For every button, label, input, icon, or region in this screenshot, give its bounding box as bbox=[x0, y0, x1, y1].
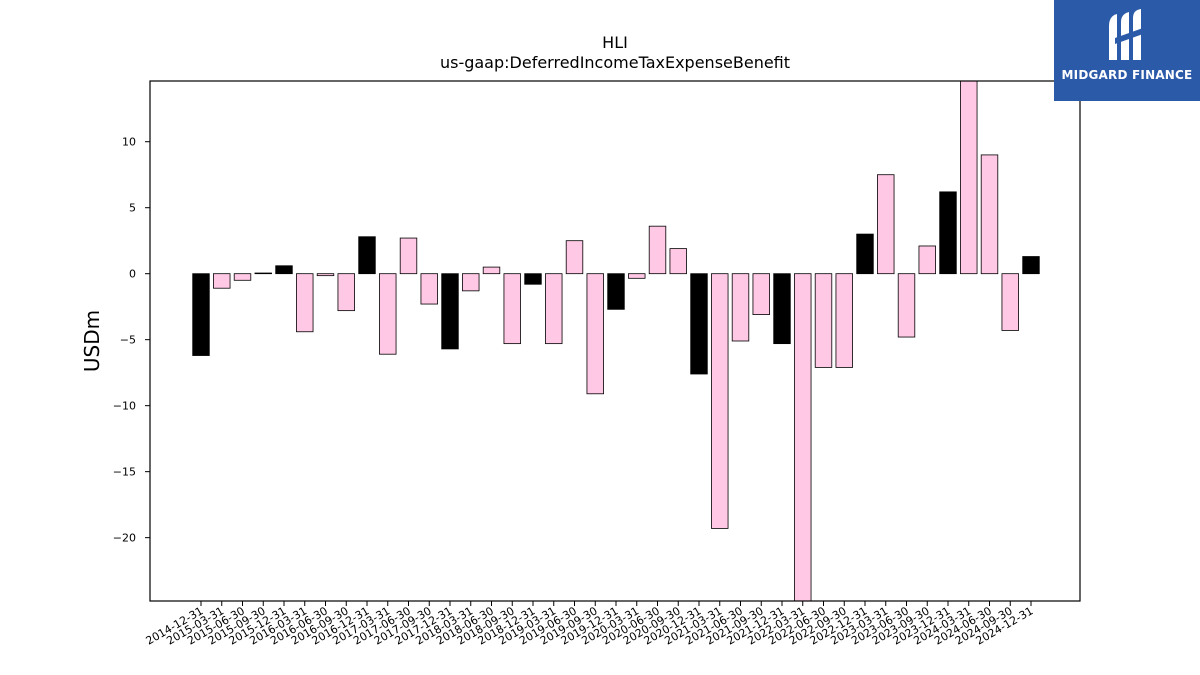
bar-2018-12-31 bbox=[524, 273, 542, 285]
bar-2020-06-30 bbox=[648, 225, 667, 275]
midgard-logo-icon bbox=[1109, 9, 1143, 60]
bar-2021-12-31 bbox=[773, 273, 791, 345]
x-axis-ticks: 2014-12-312015-03-312015-06-302015-09-30… bbox=[144, 601, 1036, 648]
bar-2015-06-30 bbox=[233, 273, 252, 281]
y-axis-label: USDm bbox=[80, 310, 104, 372]
bar-2016-12-31 bbox=[358, 236, 376, 275]
bar-2022-03-31 bbox=[794, 273, 812, 602]
y-tick-label: −10 bbox=[113, 400, 136, 413]
bar-2024-06-30 bbox=[980, 154, 999, 275]
bar-2021-03-31 bbox=[711, 273, 729, 529]
bar-2019-09-30 bbox=[586, 273, 604, 395]
logo-text: MIDGARD FINANCE bbox=[1061, 68, 1193, 82]
bar-2017-06-30 bbox=[399, 237, 418, 275]
bar-2024-12-31 bbox=[1022, 256, 1040, 275]
chart-subtitle: us-gaap:DeferredIncomeTaxExpenseBenefit bbox=[440, 53, 790, 72]
bar-2019-12-31 bbox=[607, 273, 625, 310]
bars bbox=[192, 80, 1040, 602]
bar-2017-12-31 bbox=[441, 273, 459, 350]
bar-2020-09-30 bbox=[669, 248, 687, 275]
bar-2016-03-31 bbox=[296, 273, 314, 333]
bar-2021-09-30 bbox=[752, 273, 770, 316]
bar-2019-06-30 bbox=[565, 240, 584, 275]
bar-2018-03-31 bbox=[462, 273, 480, 292]
bar-2023-06-30 bbox=[897, 273, 916, 338]
bar-2023-03-31 bbox=[877, 174, 895, 275]
bar-2022-12-31 bbox=[856, 233, 874, 275]
bar-2017-03-31 bbox=[379, 273, 397, 355]
y-tick-label: −20 bbox=[113, 532, 136, 545]
midgard-logo: MIDGARD FINANCE bbox=[1054, 0, 1200, 101]
y-tick-label: 0 bbox=[129, 268, 136, 281]
bar-2022-09-30 bbox=[835, 273, 853, 368]
bar-2017-09-30 bbox=[420, 273, 438, 305]
bar-2023-12-31 bbox=[939, 191, 957, 275]
y-tick-label: −15 bbox=[113, 466, 136, 479]
bar-2022-06-30 bbox=[814, 273, 833, 368]
bar-2018-06-30 bbox=[482, 266, 501, 275]
bar-2021-06-30 bbox=[731, 273, 750, 342]
bar-2014-12-31 bbox=[192, 273, 210, 356]
bar-2020-03-31 bbox=[628, 273, 646, 279]
bar-2015-12-31 bbox=[275, 265, 293, 275]
bar-2024-09-30 bbox=[1001, 273, 1019, 331]
bar-2015-03-31 bbox=[213, 273, 231, 289]
y-tick-label: −5 bbox=[120, 334, 136, 347]
bar-2024-03-31 bbox=[960, 80, 978, 275]
y-tick-label: 10 bbox=[122, 136, 136, 149]
bar-2018-09-30 bbox=[503, 273, 521, 345]
y-tick-label: 5 bbox=[129, 202, 136, 215]
bar-2023-09-30 bbox=[918, 245, 936, 275]
bar-2015-09-30 bbox=[254, 272, 272, 275]
bar-2020-12-31 bbox=[690, 273, 708, 375]
bar-2016-06-30 bbox=[316, 273, 335, 277]
bar-2019-03-31 bbox=[545, 273, 563, 345]
y-axis-ticks: −20 −15 −10 −5 0 5 10 bbox=[113, 136, 150, 545]
chart-title: HLI bbox=[602, 33, 628, 52]
plot-frame bbox=[149, 80, 1081, 602]
bar-2016-09-30 bbox=[337, 273, 355, 312]
